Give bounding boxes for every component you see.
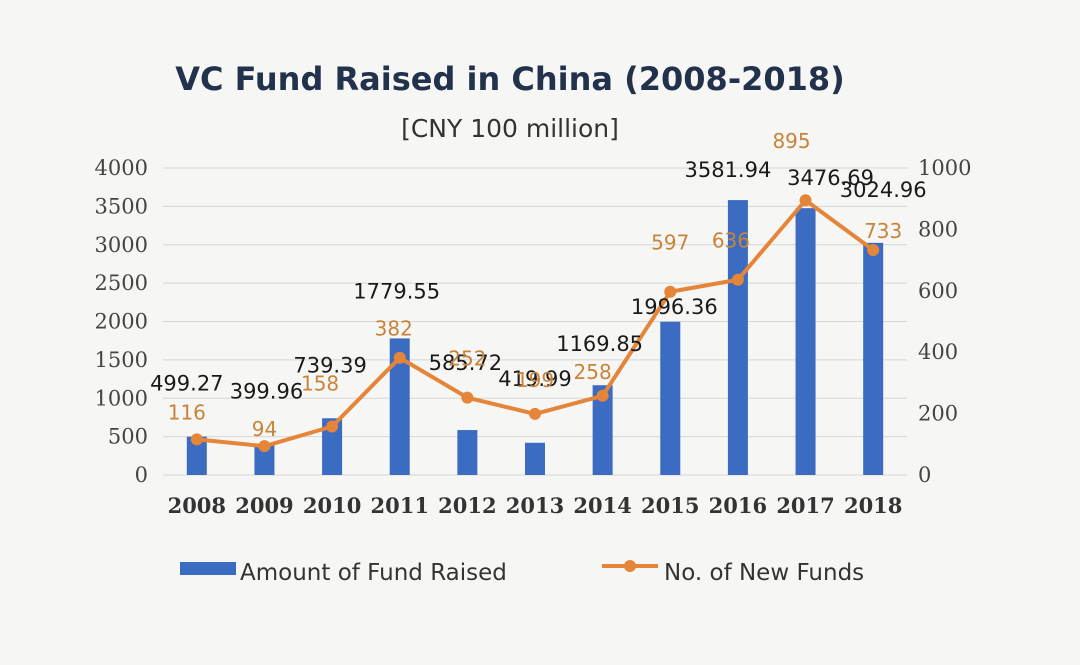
bar-value-label: 3024.96 — [840, 178, 927, 202]
bar — [186, 436, 207, 475]
bar-value-label: 3581.94 — [684, 158, 771, 182]
line-value-label: 382 — [375, 317, 413, 341]
x-tick-label: 2015 — [641, 493, 699, 518]
line-point — [664, 285, 677, 298]
bar — [660, 321, 681, 475]
line-point — [799, 194, 812, 207]
bar-value-label: 585.72 — [429, 351, 502, 375]
bar-value-label: 3476.69 — [787, 166, 874, 190]
line-value-label: 636 — [712, 229, 750, 253]
y-left-tick-label: 500 — [108, 425, 148, 449]
x-tick-label: 2017 — [776, 493, 834, 518]
line-value-label: 199 — [516, 368, 554, 392]
y-right-tick-label: 800 — [918, 217, 958, 241]
x-tick-label: 2009 — [235, 493, 293, 518]
bar-value-label: 1996.36 — [631, 295, 718, 319]
line-point — [529, 407, 541, 420]
bar — [525, 442, 545, 475]
y-left-tick-label: 0 — [135, 463, 148, 487]
line-point — [393, 351, 406, 364]
line-value-label: 158 — [301, 371, 339, 395]
line-value-label: 94 — [252, 417, 277, 441]
y-left-tick-label: 3500 — [95, 194, 148, 218]
legend-label-bars: Amount of Fund Raised — [240, 560, 507, 586]
y-right-tick-label: 1000 — [918, 156, 971, 180]
line-value-label: 733 — [864, 219, 902, 243]
line-point — [461, 391, 474, 404]
y-right-tick-label: 200 — [918, 402, 958, 426]
x-tick-label: 2018 — [844, 493, 902, 518]
y-left-tick-label: 2500 — [95, 271, 148, 295]
chart-subtitle: [CNY 100 million] — [401, 114, 619, 143]
chart-title: VC Fund Raised in China (2008-2018) — [175, 60, 845, 98]
bar — [254, 444, 275, 475]
line-point — [731, 273, 744, 286]
x-tick-label: 2016 — [709, 493, 767, 518]
y-left-tick-label: 2000 — [95, 310, 148, 334]
y-right-tick-label: 600 — [918, 279, 958, 303]
x-tick-label: 2008 — [168, 493, 226, 518]
bar-value-label: 1169.85 — [556, 332, 643, 356]
line-point — [326, 420, 339, 433]
bar — [389, 338, 410, 475]
legend-swatch-bars — [180, 562, 236, 575]
x-tick-label: 2011 — [371, 493, 429, 518]
x-tick-label: 2014 — [573, 493, 631, 518]
y-left-tick-label: 4000 — [95, 156, 148, 180]
x-tick-label: 2010 — [303, 493, 361, 518]
line-value-label: 895 — [772, 129, 810, 153]
bar-value-label: 739.39 — [293, 353, 366, 377]
line-value-label: 597 — [651, 231, 689, 255]
line-value-label: 116 — [168, 400, 206, 424]
line-point — [190, 433, 203, 446]
line-value-label: 258 — [574, 360, 612, 384]
bar-value-label: 499.27 — [150, 372, 223, 396]
line-point — [867, 243, 880, 256]
x-tick-label: 2013 — [506, 493, 564, 518]
y-right-tick-label: 0 — [918, 463, 931, 487]
line-point — [258, 440, 271, 453]
bar — [322, 418, 343, 475]
bar-value-label: 399.96 — [230, 379, 303, 403]
x-tick-label: 2012 — [438, 493, 496, 518]
y-left-tick-label: 1500 — [95, 348, 148, 372]
bar — [457, 430, 478, 475]
bar — [592, 385, 613, 475]
y-left-tick-label: 1000 — [95, 386, 148, 410]
bar — [727, 200, 748, 475]
bar — [863, 242, 884, 475]
bar-value-label: 419.99 — [498, 367, 571, 391]
legend-swatch-marker — [624, 560, 636, 572]
line-value-label: 252 — [448, 347, 486, 371]
bar-value-label: 1779.55 — [353, 279, 440, 303]
y-right-tick-label: 400 — [918, 340, 958, 364]
legend-label-line: No. of New Funds — [664, 560, 864, 586]
line-point — [596, 389, 609, 402]
y-left-tick-label: 3000 — [95, 233, 148, 257]
bar — [795, 208, 816, 475]
